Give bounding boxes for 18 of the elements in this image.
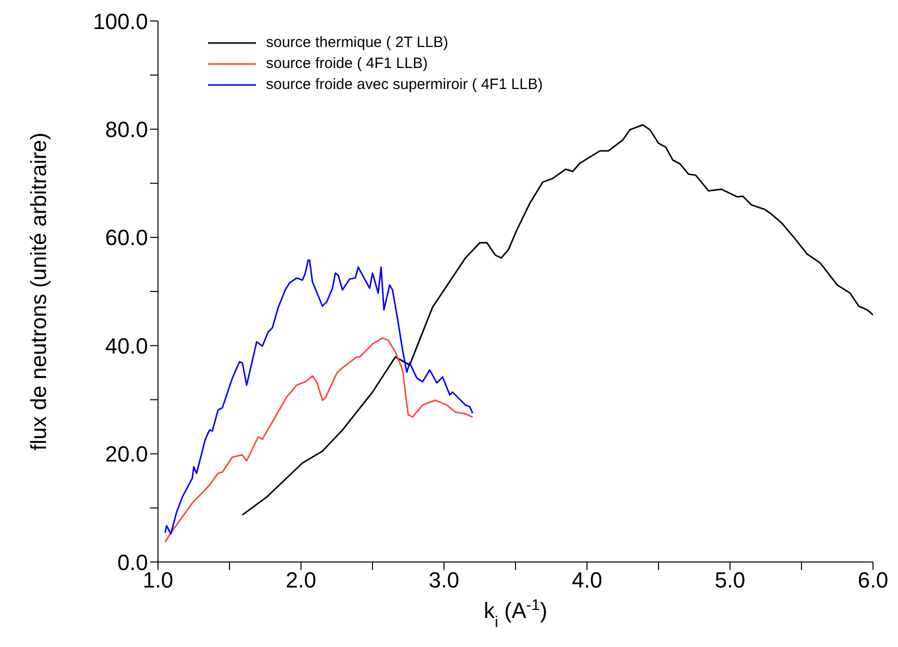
x-tick-label: 6.0 [858,568,888,593]
x-tick-label: 4.0 [572,568,602,593]
y-axis-title: flux de neutrons (unité arbitraire) [26,132,51,450]
x-tick-label: 5.0 [714,568,746,593]
y-tick-label: 80.0 [105,117,148,142]
legend-label: source froide avec supermiroir ( 4F1 LLB) [266,76,543,93]
x-tick-label: 2.0 [286,568,316,593]
line-series [164,259,474,535]
y-tick-label: 20.0 [105,442,148,467]
x-axis-title: k$_{i}$ (A$^{-1}$) [484,596,548,630]
line-series [242,124,873,516]
legend-label: source froide ( 4F1 LLB) [266,55,428,72]
line-series [164,337,474,543]
y-tick-label: 40.0 [105,333,148,358]
y-tick-label: 100.0 [92,8,148,34]
y-tick-label: 60.0 [105,225,148,250]
x-tick-label: 3.0 [428,568,460,593]
legend-label: source thermique ( 2T LLB) [266,34,448,51]
